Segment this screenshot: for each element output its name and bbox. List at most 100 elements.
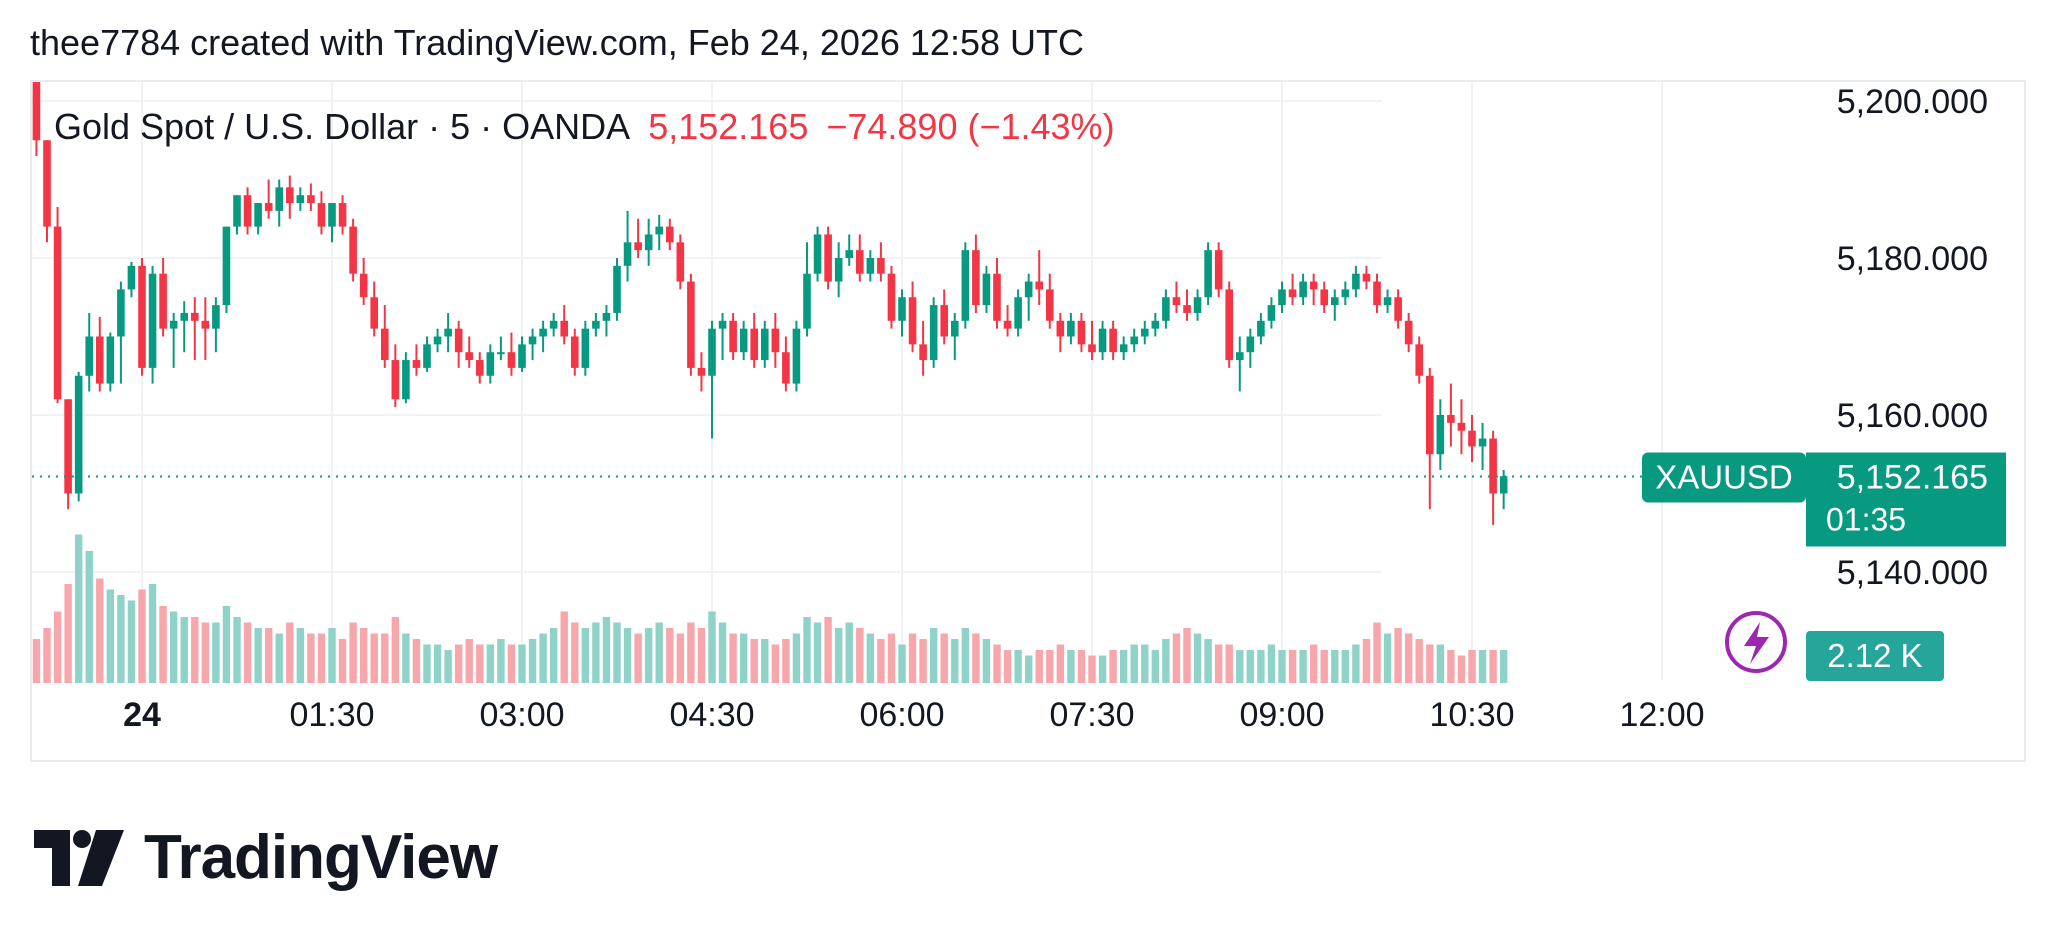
volume-tag: 2.12 K (1806, 631, 1944, 681)
candle (739, 320, 748, 361)
volume-bar (233, 617, 241, 683)
candle (961, 242, 970, 329)
candle (644, 218, 653, 266)
legend-change: −74.890 (−1.43%) (826, 106, 1115, 147)
volume-bar (338, 639, 347, 683)
volume-bar (74, 534, 83, 683)
candle-body (1140, 328, 1149, 337)
volume-bar (85, 551, 93, 683)
candle (148, 265, 157, 384)
symbol-tag-bg (1642, 452, 1806, 503)
volume-bar (1014, 650, 1022, 683)
candle-body (1088, 344, 1096, 353)
volume-bar (148, 584, 157, 683)
candle (1267, 297, 1276, 329)
candle-body (602, 312, 611, 321)
volume-bar (782, 639, 790, 683)
y-axis-tick-label: 5,140.000 (1837, 554, 1988, 592)
volume-bar (571, 622, 579, 683)
candle-body (159, 273, 167, 329)
candle (982, 265, 991, 313)
candle (1014, 289, 1022, 337)
candle-body (750, 328, 759, 361)
candle (433, 328, 442, 353)
volume-bar (1151, 650, 1160, 683)
volume-bar (687, 622, 695, 683)
volume-bar (243, 622, 252, 683)
candle-body (423, 344, 431, 368)
volume-bar (856, 628, 864, 683)
volume-bar (1383, 633, 1392, 683)
volume-bar (328, 628, 336, 683)
candle (1067, 312, 1075, 345)
price-tag: 5,152.165 01:35 (1806, 452, 2006, 547)
volume-bar (1394, 628, 1402, 683)
candle-body (64, 399, 72, 494)
candle (296, 187, 305, 211)
chart-panel[interactable]: 5,140.000 5,160.000 5,180.000 5,200.000 24 01… (30, 80, 2026, 762)
volume-bar (1204, 639, 1212, 683)
candle (201, 297, 210, 361)
candle (866, 250, 875, 282)
volume-bar (887, 633, 896, 683)
volume-bar (433, 644, 442, 683)
volume-bar (402, 633, 410, 683)
candle (1468, 415, 1476, 463)
volume-bar (138, 589, 146, 683)
candle (729, 312, 737, 361)
candle (138, 258, 146, 376)
candle (222, 226, 231, 313)
candle-body (296, 195, 305, 204)
candlestick-chart[interactable]: 5,140.000 5,160.000 5,180.000 5,200.000 24 01… (32, 82, 2024, 760)
volume-bar (1077, 650, 1086, 683)
candle (634, 218, 642, 258)
candle-body (1478, 438, 1487, 447)
volume-bar (528, 639, 537, 683)
volume-bar (771, 644, 780, 683)
candle (307, 183, 315, 211)
candle-body (676, 242, 685, 282)
candle-body (1309, 281, 1318, 290)
candle (190, 297, 199, 361)
volume-bar (1098, 655, 1107, 683)
candle-body (349, 226, 357, 274)
candle-body (444, 328, 452, 337)
volume-bar (1236, 650, 1244, 683)
candle-body (507, 352, 516, 368)
candle-body (1077, 320, 1086, 345)
volume-bar (1162, 639, 1170, 683)
volume-bar (1035, 650, 1043, 683)
candle (1278, 281, 1286, 313)
volume-bar (1352, 644, 1360, 683)
volume-bar (1003, 650, 1012, 683)
volume-bar (729, 633, 737, 683)
price-tag-value: 5,152.165 (1837, 459, 1988, 497)
candle-body (887, 273, 896, 321)
candle (127, 261, 136, 298)
volume-bar (43, 628, 51, 683)
candle (1130, 328, 1139, 353)
tradingview-logo[interactable]: TradingView (34, 822, 498, 893)
candle (1119, 336, 1128, 361)
volume-bar (1109, 650, 1117, 683)
volume-bar (655, 622, 663, 683)
candle (349, 218, 357, 282)
candle-body (497, 352, 505, 355)
candle-body (127, 265, 136, 290)
candle (1373, 273, 1381, 313)
candle (117, 281, 125, 384)
candle-body (866, 258, 875, 274)
candle (877, 242, 885, 282)
volume-bar (454, 644, 463, 683)
candle-body (1468, 430, 1476, 447)
candle (1330, 289, 1339, 321)
volume-bars (32, 534, 1508, 683)
volume-bar (1225, 644, 1233, 683)
candle (1098, 320, 1107, 361)
legend-symbol[interactable]: Gold Spot / U.S. Dollar · 5 · OANDA (54, 106, 631, 147)
volume-bar (982, 639, 991, 683)
volume-bar (159, 606, 167, 683)
candle-body (475, 360, 484, 376)
candle (602, 305, 611, 337)
candle-body (169, 320, 178, 329)
